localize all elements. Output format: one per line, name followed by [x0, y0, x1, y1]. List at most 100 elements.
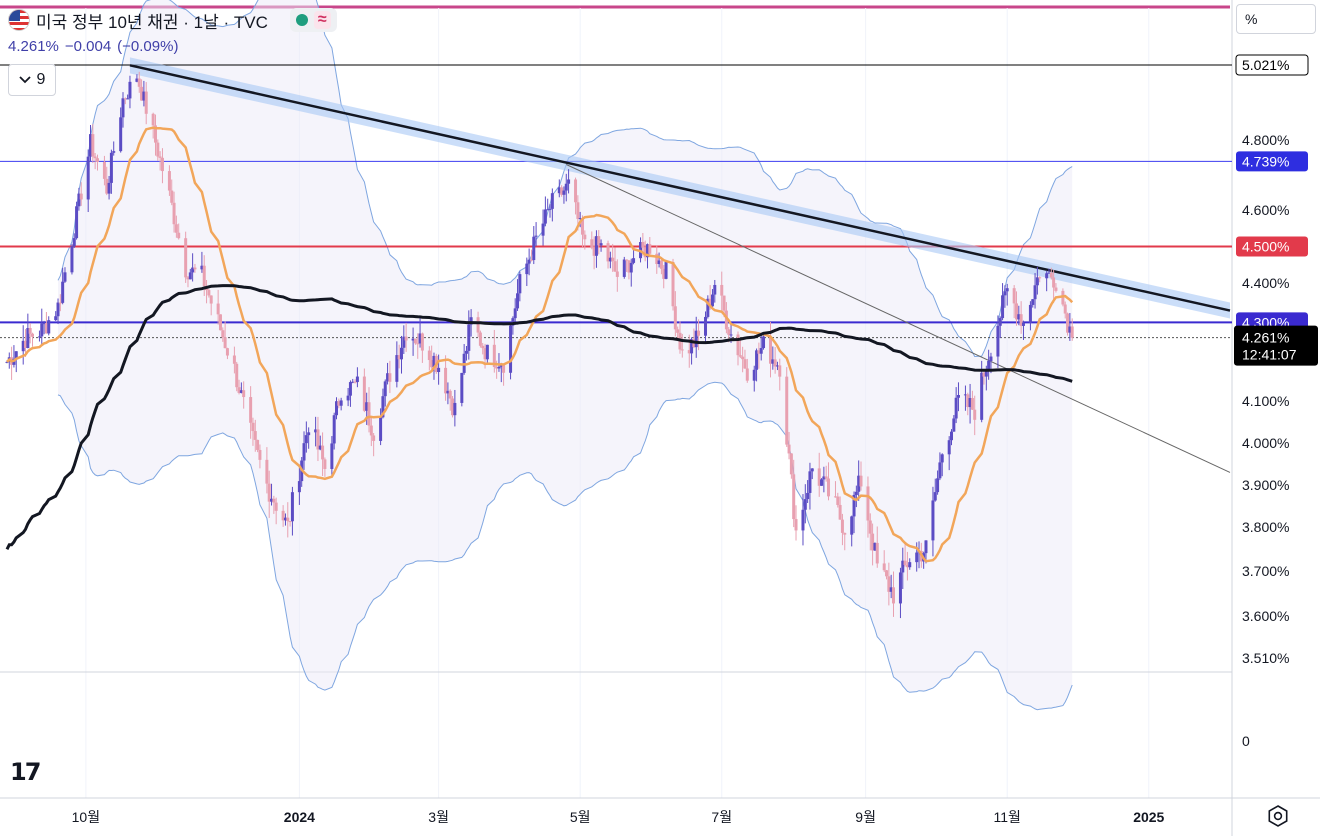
candle-body: [808, 471, 812, 493]
candle-body: [817, 468, 821, 486]
candle-body: [736, 334, 740, 356]
candle: [186, 276, 190, 288]
x-tick-label: 10월: [72, 809, 100, 825]
candle: [26, 313, 30, 349]
candle-body: [984, 369, 988, 377]
candle: [662, 265, 666, 289]
status-badge[interactable]: ≈: [289, 8, 337, 32]
candle: [541, 209, 545, 246]
candle: [704, 311, 708, 344]
candle: [608, 251, 612, 269]
candle: [592, 236, 596, 270]
candle-body: [379, 417, 383, 441]
candle-body: [724, 310, 728, 330]
candle: [738, 340, 742, 359]
candle-body: [258, 449, 262, 460]
collapse-indicators-button[interactable]: 9: [8, 64, 56, 96]
candle: [509, 324, 513, 380]
candle: [743, 349, 747, 369]
symbol-header[interactable]: 미국 정부 10년 채권 · 1날 · TVC ≈: [8, 6, 337, 34]
candle: [792, 459, 796, 528]
candle-body: [339, 400, 343, 406]
candle-body: [891, 587, 895, 604]
candle-body: [648, 244, 652, 254]
candle: [850, 515, 854, 547]
candle: [297, 464, 301, 505]
candle-body: [140, 86, 144, 101]
candle-body: [581, 218, 585, 235]
candle-body: [251, 422, 255, 432]
ma-slow-line[interactable]: [5, 284, 1073, 550]
candle-body: [627, 260, 631, 273]
wave-icon[interactable]: ≈: [313, 11, 331, 29]
candle: [534, 222, 538, 247]
x-tick-label: 2024: [284, 809, 315, 825]
scale-mode-button[interactable]: %: [1236, 4, 1316, 34]
candle-body: [256, 439, 260, 450]
candle-body: [768, 336, 772, 364]
candle: [511, 316, 515, 335]
candle: [351, 378, 355, 384]
candle-body: [399, 347, 403, 360]
candle-body: [792, 474, 796, 520]
candle-body: [513, 308, 517, 319]
candle-body: [710, 294, 714, 307]
candle-body: [355, 376, 359, 383]
candle-body: [249, 397, 253, 423]
candle: [256, 439, 260, 453]
candle: [557, 179, 561, 198]
candle-body: [58, 302, 62, 304]
candle-body: [690, 339, 694, 354]
candle: [550, 188, 554, 222]
candle: [532, 226, 536, 265]
candle-body: [451, 398, 455, 416]
candle-body: [239, 390, 243, 393]
candle-body: [1014, 303, 1018, 320]
candle-body: [745, 368, 749, 381]
candle: [1045, 270, 1049, 292]
candle: [757, 342, 761, 369]
candle-body: [63, 272, 67, 282]
candle-body: [1070, 326, 1074, 338]
candle: [615, 259, 619, 292]
trendline-support[interactable]: [566, 164, 1231, 473]
candle: [193, 263, 197, 273]
candle: [156, 139, 160, 161]
candle-body: [153, 125, 157, 143]
candle: [267, 470, 271, 518]
candle-body: [188, 272, 192, 280]
candle-body: [989, 356, 993, 361]
trendline-resistance[interactable]: [129, 64, 1231, 312]
candle: [223, 321, 227, 349]
candle: [86, 149, 90, 213]
candle: [954, 387, 958, 424]
candle-body: [987, 360, 991, 370]
candle-body: [464, 350, 468, 354]
candle-body: [24, 340, 28, 349]
ma-fast-line[interactable]: [6, 126, 1074, 563]
settings-gear-icon[interactable]: [1266, 804, 1290, 828]
candle: [102, 155, 106, 186]
envelope-lower-line: [57, 381, 1073, 711]
candle-body: [743, 359, 747, 369]
candle-body: [550, 193, 554, 209]
candle: [492, 329, 496, 373]
candle: [207, 288, 211, 298]
y-tick-label: 4.800%: [1242, 132, 1289, 148]
candle-body: [704, 316, 708, 336]
candle: [625, 259, 629, 272]
candle-body: [676, 329, 680, 333]
candle: [337, 398, 341, 409]
candle-body: [543, 209, 547, 224]
symbol-title[interactable]: 미국 정부 10년 채권 · 1날 · TVC: [36, 12, 268, 32]
candle-body: [789, 453, 793, 475]
tradingview-logo-icon[interactable]: 17: [10, 758, 41, 786]
candle: [89, 124, 93, 162]
scale-label: %: [1245, 11, 1258, 27]
candle-body: [509, 325, 513, 373]
candle-body: [381, 396, 385, 418]
candle: [643, 240, 647, 262]
candle-body: [288, 521, 292, 523]
candle: [397, 344, 401, 369]
